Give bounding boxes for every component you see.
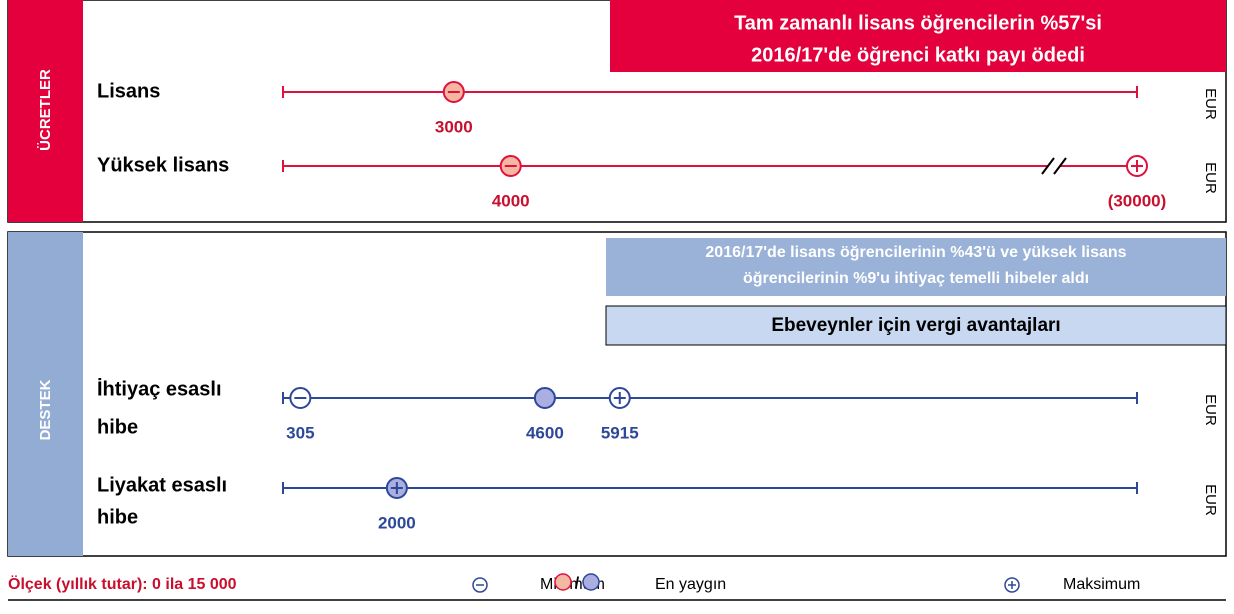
row-label: hibe (97, 416, 138, 438)
sidebar (8, 0, 83, 222)
banner-text: Ebeveynler için vergi avantajları (771, 315, 1060, 336)
legend-icon (472, 577, 488, 593)
legend-label: Maksimum (1063, 576, 1140, 593)
marker (499, 155, 522, 177)
value-label: 2000 (378, 513, 416, 532)
row-label: Liyakat esaslı (97, 474, 227, 496)
marker (289, 387, 312, 409)
value-label: 3000 (435, 117, 473, 136)
legend-label: En yaygın (655, 576, 726, 593)
banner (605, 305, 1227, 346)
marker (385, 477, 408, 499)
row-label: İhtiyaç esaslı (97, 377, 222, 400)
banner (610, 0, 1226, 72)
unit-label: EUR (1202, 162, 1219, 194)
section-label: ÜCRETLER (37, 69, 54, 151)
section-label: DESTEK (37, 379, 54, 440)
unit-label: EUR (1202, 484, 1219, 516)
unit-label: EUR (1202, 394, 1219, 426)
legend-icon (582, 573, 600, 591)
break-mark (1041, 157, 1055, 175)
legend-separator: / (575, 575, 580, 592)
legend-icon (554, 573, 572, 591)
unit-label: EUR (1202, 88, 1219, 120)
sidebar (8, 232, 83, 556)
row-label: hibe (97, 506, 138, 528)
row-label: Lisans (97, 80, 160, 102)
break-mark (1053, 157, 1067, 175)
marker (442, 81, 465, 103)
value-label: 305 (286, 423, 314, 442)
marker-circle (533, 387, 556, 409)
value-label: (30000) (1108, 191, 1167, 210)
value-label: 4600 (526, 423, 564, 442)
banner-text: 2016/17'de öğrenci katkı payı ödedi (751, 44, 1085, 66)
banner (606, 238, 1226, 296)
marker (608, 387, 631, 409)
row-label: Yüksek lisans (97, 154, 229, 176)
break-gap (1048, 162, 1060, 170)
banner-text: Tam zamanlı lisans öğrencilerin %57'si (734, 12, 1102, 34)
value-label: 4000 (492, 191, 530, 210)
legend-icon (1004, 577, 1020, 593)
marker (1126, 155, 1148, 177)
banner-text: 2016/17'de lisans öğrencilerinin %43'ü v… (705, 244, 1126, 261)
legend-scale: Ölçek (yıllık tutar): 0 ila 15 000 (8, 574, 237, 593)
marker (533, 387, 556, 409)
value-label: 5915 (601, 423, 639, 442)
banner-text: öğrencilerinin %9'u ihtiyaç temelli hibe… (743, 270, 1089, 287)
